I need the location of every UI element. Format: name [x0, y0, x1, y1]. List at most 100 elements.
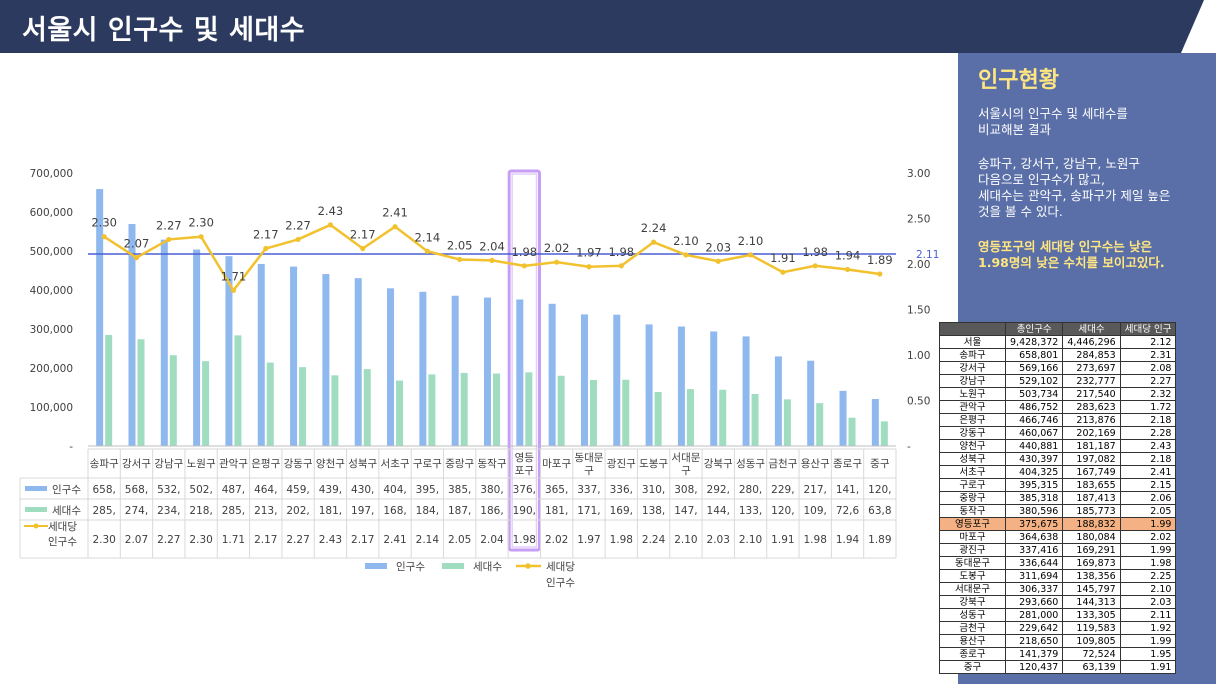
population-bar [677, 326, 685, 446]
panel-text-2-line-2: 다음으로 인구수가 많고, [978, 172, 1105, 187]
table-cell-value: 145,797 [1062, 582, 1121, 596]
households-bar [816, 403, 824, 446]
table-cell-value: 2.17 [254, 534, 277, 546]
per-household-data-label: 2.30 [188, 216, 214, 230]
category-label: 송파구 [90, 458, 119, 470]
table-cell-district: 마포구 [939, 530, 1006, 544]
table-cell-value: 171, [577, 505, 600, 517]
table-cell-value: 280, [739, 484, 762, 496]
table-cell-value: 2.11 [1119, 608, 1177, 622]
left-axis-tick-label: 600,000 [30, 207, 73, 219]
population-bar [193, 249, 201, 446]
per-household-data-label: 2.14 [415, 230, 441, 244]
table-header-row: 총인구수 세대수 세대당 인구 [939, 322, 1177, 336]
table-row: 성동구 281,000 133,305 2.11 [939, 608, 1177, 622]
per-household-point [618, 263, 624, 269]
population-bar [839, 390, 847, 446]
table-cell-value: 2.10 [1119, 582, 1177, 596]
category-label: 강서구 [122, 458, 151, 470]
households-bar [363, 369, 371, 446]
households-bar [428, 374, 436, 446]
category-label: 동작구 [478, 458, 507, 470]
per-household-data-label: 1.98 [802, 245, 828, 259]
table-cell-value: 169, [610, 505, 633, 517]
table-cell-value: 109, [804, 505, 827, 517]
population-bar [580, 314, 588, 446]
table-cell-value: 385,318 [1004, 491, 1064, 505]
table-cell-value: 2.12 [1119, 335, 1177, 349]
table-cell-value: 229, [771, 484, 794, 496]
table-cell-district: 강동구 [939, 426, 1006, 440]
header-banner [0, 0, 1204, 53]
households-bar [460, 372, 468, 446]
table-cell-value: 2.14 [416, 534, 440, 546]
per-household-data-label: 1.94 [835, 248, 861, 262]
households-bar [234, 335, 242, 446]
table-cell-value: 439, [319, 484, 342, 496]
table-cell-district: 동작구 [939, 504, 1006, 518]
table-cell-value: 202, [286, 505, 309, 517]
per-household-point [812, 263, 818, 269]
table-cell-value: 336,644 [1004, 556, 1064, 570]
table-cell-value: 404, [383, 484, 406, 496]
table-cell-value: 2.27 [1119, 374, 1177, 388]
table-cell-district: 구로구 [939, 478, 1006, 492]
table-cell-value: 2.05 [448, 534, 471, 546]
table-cell-district: 강서구 [939, 361, 1006, 375]
table-cell-value: 187, [448, 505, 471, 517]
households-bar [331, 375, 339, 446]
per-household-point [651, 239, 657, 245]
legend-item-per-household-marker [525, 563, 531, 569]
households-bar [525, 372, 533, 446]
table-header-cell: 총인구수 [1004, 322, 1064, 336]
population-bar [354, 278, 362, 446]
table-cell-value: 133,305 [1062, 608, 1121, 622]
table-cell-value: 459, [286, 484, 309, 496]
households-bar [396, 380, 404, 446]
table-cell-district: 양천구 [939, 439, 1006, 453]
population-bar [710, 331, 718, 446]
category-label: 도봉구 [639, 458, 668, 470]
legend-item-label: 세대당 [546, 561, 575, 573]
table-cell-district: 성동구 [939, 608, 1006, 622]
table-cell-value: 1.91 [771, 534, 794, 546]
table-cell-value: 217,540 [1062, 387, 1121, 401]
table-cell-district: 광진구 [939, 543, 1006, 557]
category-label: 동대문 [574, 452, 603, 464]
table-cell-district: 송파구 [939, 348, 1006, 362]
table-row: 금천구 229,642 119,583 1.92 [939, 621, 1177, 635]
right-axis-tick-label: 1.00 [907, 350, 930, 362]
legend-key-population [25, 486, 47, 491]
table-cell-value: 2.15 [1119, 478, 1177, 492]
table-cell-value: 464, [254, 484, 277, 496]
table-cell-value: 185,773 [1062, 504, 1121, 518]
per-household-point [166, 236, 172, 243]
table-cell-district: 노원구 [939, 387, 1006, 401]
table-cell-value: 109,805 [1062, 634, 1121, 648]
table-cell-value: 202,169 [1062, 426, 1121, 440]
per-household-data-label: 2.27 [285, 218, 311, 232]
table-cell-value: 147, [674, 505, 697, 517]
table-cell-value: 2.08 [1119, 361, 1177, 375]
right-axis-tick-label: 3.00 [907, 168, 930, 180]
panel-text-2-line-4: 것을 볼 수 있다. [978, 204, 1063, 219]
table-cell-value: 1.98 [610, 534, 633, 546]
population-bar [645, 324, 653, 446]
table-cell-value: 197,082 [1062, 452, 1121, 466]
category-label: 양천구 [316, 458, 345, 470]
table-row: 강북구 293,660 144,313 2.03 [939, 595, 1177, 609]
table-cell-value: 2.27 [286, 534, 309, 546]
table-header-cell: 세대수 [1062, 322, 1121, 336]
table-cell-value: 234, [157, 505, 180, 517]
table-cell-value: 2.10 [739, 534, 762, 546]
category-label: 구 [681, 465, 691, 477]
table-cell-value: 72,6 [836, 505, 860, 517]
left-axis-tick-label: - [69, 441, 73, 453]
table-cell-value: 2.03 [707, 534, 730, 546]
table-cell-value: 529,102 [1004, 374, 1064, 388]
table-cell-value: 2.28 [1119, 426, 1177, 440]
legend-item-population-key [365, 563, 387, 569]
per-household-point [521, 263, 527, 269]
table-cell-value: 1.99 [1119, 543, 1177, 557]
category-label: 포구 [515, 465, 535, 477]
